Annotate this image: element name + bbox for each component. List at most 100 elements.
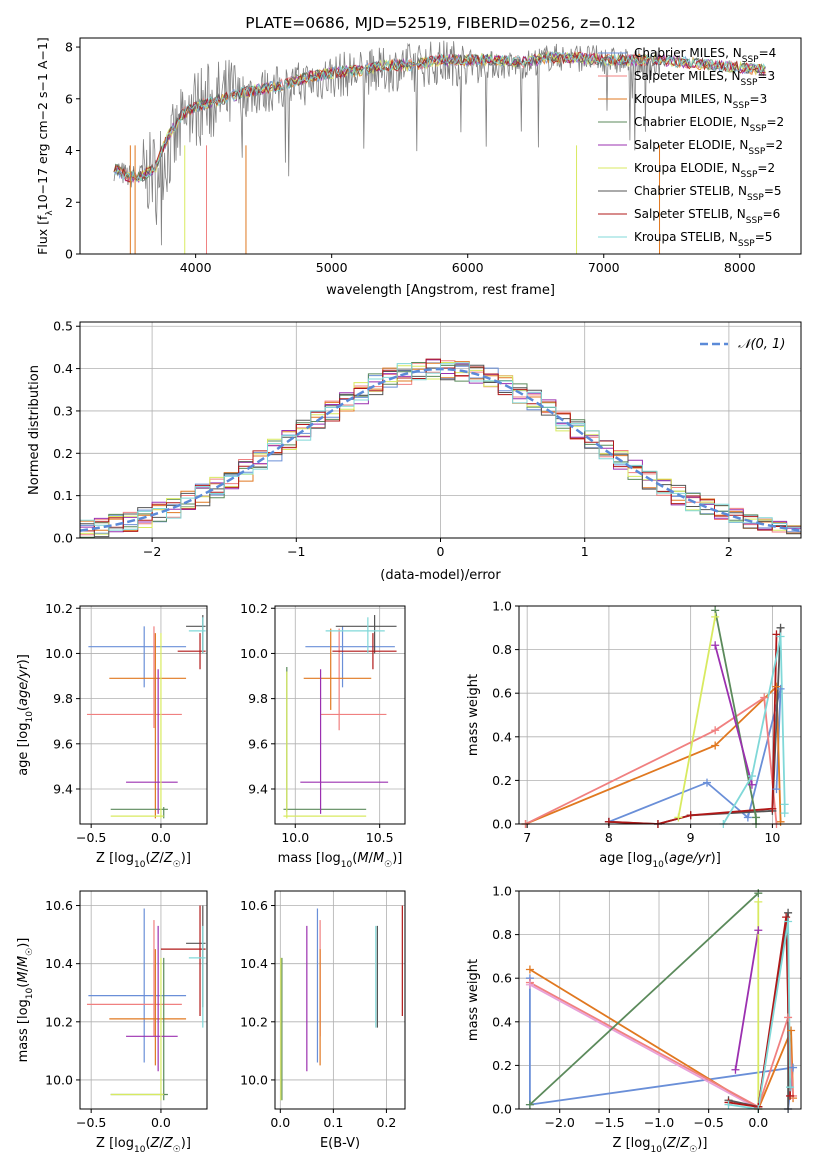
spectrum-legend-label: Chabrier MILES, NSSP=4 xyxy=(634,46,776,65)
weight-z-y-tick-label: 0.0 xyxy=(492,1102,512,1117)
mass-ebv-x-tick-label: 0.1 xyxy=(323,1115,343,1130)
mass-z-x-tick-label: −0.5 xyxy=(76,1115,106,1130)
weight-age-weight-marker xyxy=(703,778,711,787)
weight-z-weight-marker xyxy=(784,917,793,926)
mass-ebv-y-tick-label: 10.0 xyxy=(240,1072,268,1087)
age-mass-y-tick-label: 9.4 xyxy=(248,781,268,796)
age-z-y-tick-label: 9.8 xyxy=(53,691,73,706)
age-z-y-tick-label: 9.4 xyxy=(53,781,73,796)
clip-mass-z-clipped-group xyxy=(86,905,206,1101)
weight-age-y-tick-label: 0.0 xyxy=(492,817,512,832)
weight-z-y-axis-label: mass weight xyxy=(466,959,481,1041)
residual-histogram-line xyxy=(80,364,801,538)
weight-age-weight-marker xyxy=(747,772,756,781)
weight-age-weight-marker xyxy=(768,804,777,813)
clip-age-mass-clipped-group xyxy=(283,615,397,819)
age-z-x-axis-label: Z [log10(Z/Z☉)] xyxy=(96,851,191,870)
spectrum-x-tick-label: 7000 xyxy=(588,260,620,275)
clip-mass-ebv-clipped-group xyxy=(280,905,403,1101)
residuals-y-tick-label: 0.1 xyxy=(53,488,73,503)
spectrum-y-tick-label: 0 xyxy=(65,247,73,262)
spectrum-legend-label: Chabrier ELODIE, NSSP=2 xyxy=(634,115,784,134)
mass-ebv-y-tick-label: 10.2 xyxy=(240,1014,268,1029)
weight-z-x-axis-label: Z [log10(Z/Z☉)] xyxy=(613,1136,708,1155)
mass-ebv-x-tick-label: 0.0 xyxy=(270,1115,290,1130)
spectrum-x-tick-label: 4000 xyxy=(180,260,212,275)
weight-age-weight-marker xyxy=(780,809,789,818)
weight-age-y-tick-label: 1.0 xyxy=(492,599,512,614)
spectrum-x-axis-label: wavelength [Angstrom, rest frame] xyxy=(326,283,555,298)
mass-z-x-axis-label: Z [log10(Z/Z☉)] xyxy=(96,1136,191,1155)
spectrum-x-tick-label: 6000 xyxy=(452,260,484,275)
spectrum-y-tick-label: 4 xyxy=(65,143,73,158)
mass-ebv-x-tick-label: 0.2 xyxy=(376,1115,396,1130)
weight-age-weight-marker xyxy=(772,630,781,639)
weight-age-plot-area xyxy=(519,606,801,824)
spectrum-legend-label: Kroupa MILES, NSSP=3 xyxy=(634,92,767,111)
weight-age-y-tick-label: 0.8 xyxy=(492,642,512,657)
residuals-y-tick-label: 0.4 xyxy=(53,361,73,376)
weight-age-y-tick-label: 0.2 xyxy=(492,773,512,788)
spectrum-legend-label: Salpeter MILES, NSSP=3 xyxy=(634,69,775,88)
weight-z-weight-marker xyxy=(784,1013,793,1022)
weight-age-weight-marker xyxy=(686,811,695,820)
mass-vs-extinction-panel: 0.0 0.1 0.2 10.0 10.2 10.4 10.6 E(B-V) xyxy=(240,890,406,1151)
residuals-panel: −2 −1 0 1 2 0.0 0.1 0.2 0.3 0.4 0.5 𝒩(0, 1) (data-mo… xyxy=(27,319,802,583)
weight-age-weight-marker xyxy=(747,780,756,789)
weight-z-weight-marker xyxy=(525,965,534,974)
weight-age-y-tick-label: 0.4 xyxy=(492,729,512,744)
weight-age-weight-marker xyxy=(780,800,789,809)
residuals-y-axis-label: Normed distribution xyxy=(27,365,42,495)
age-z-frame xyxy=(79,605,208,825)
weight-age-x-tick-label: 7 xyxy=(523,830,531,845)
mass-ebv-frame xyxy=(274,890,406,1110)
mass-vs-metallicity-panel: −0.5 0.0 10.0 10.2 10.4 10.6 Z [log10(Z/Z☉)] ma… xyxy=(16,890,208,1155)
weight-z-weight-marker xyxy=(724,1100,733,1109)
weight-z-weight-marker xyxy=(525,1100,534,1109)
weight-z-weight-marker xyxy=(789,1063,798,1072)
weight-z-x-tick-label: −1.5 xyxy=(594,1115,624,1130)
weight-age-weight-marker xyxy=(772,682,781,691)
mass-ebv-plot-area xyxy=(275,891,405,1109)
weight-age-weight-marker xyxy=(772,785,781,794)
weight-age-weight-marker xyxy=(776,632,785,641)
spectrum-model-line xyxy=(113,50,766,183)
spectrum-model-line xyxy=(113,50,766,183)
age-mass-x-tick-label: 10.0 xyxy=(281,830,309,845)
weight-z-frame xyxy=(518,890,802,1110)
clip-age-z-clipped-group xyxy=(86,615,206,819)
spectrum-y-tick-label: 2 xyxy=(65,195,73,210)
weight-age-weight-line xyxy=(677,616,717,818)
residuals-x-tick-label: −1 xyxy=(287,544,305,559)
age-z-y-tick-label: 10.2 xyxy=(45,601,73,616)
weight-age-x-tick-label: 9 xyxy=(687,830,695,845)
spectrum-legend-label: Salpeter STELIB, NSSP=6 xyxy=(634,207,780,226)
weight-z-y-tick-label: 0.6 xyxy=(492,971,512,986)
weight-z-y-tick-label: 1.0 xyxy=(492,884,512,899)
residuals-x-axis-label: (data-model)/error xyxy=(380,568,501,583)
weight-z-weight-marker xyxy=(787,1026,796,1035)
residuals-x-tick-label: 1 xyxy=(581,544,589,559)
weight-age-weight-marker xyxy=(711,726,720,735)
weight-z-x-tick-label: −1.0 xyxy=(644,1115,674,1130)
weight-age-weight-marker xyxy=(776,623,785,632)
mass-z-x-tick-label: 0.0 xyxy=(151,1115,171,1130)
spectrum-y-tick-label: 8 xyxy=(65,40,73,55)
weight-z-y-tick-label: 0.8 xyxy=(492,927,512,942)
weight-z-weight-line xyxy=(529,968,794,1109)
weight-age-x-tick-label: 10 xyxy=(764,830,780,845)
weight-z-weight-marker xyxy=(782,913,791,922)
age-mass-x-tick-label: 10.5 xyxy=(366,830,394,845)
mass-z-y-axis-label: mass [log10(M/M☉)] xyxy=(16,938,35,1063)
weight-age-weight-marker xyxy=(711,741,720,750)
age-z-x-tick-label: −0.5 xyxy=(76,830,106,845)
mass-ebv-y-tick-label: 10.6 xyxy=(240,898,268,913)
age-vs-mass-panel: 10.0 10.5 9.4 9.6 9.8 10.0 10.2 mass [log10(M/M… xyxy=(240,601,406,870)
spectrum-legend-label: Salpeter ELODIE, NSSP=2 xyxy=(634,138,783,157)
weight-age-weight-marker xyxy=(743,813,752,822)
weight-z-x-tick-label: 0.0 xyxy=(748,1115,768,1130)
weight-vs-age-panel: 7 8 9 10 0.0 0.2 0.4 0.6 0.8 1.0 age [log10(age/yr… xyxy=(466,599,802,870)
weight-age-weight-marker xyxy=(711,641,720,650)
weight-z-weight-line xyxy=(728,917,791,1108)
spectrum-panel: 4000 5000 6000 7000 8000 0 2 4 6 8 PLATE=0686, MJD… xyxy=(35,14,802,298)
